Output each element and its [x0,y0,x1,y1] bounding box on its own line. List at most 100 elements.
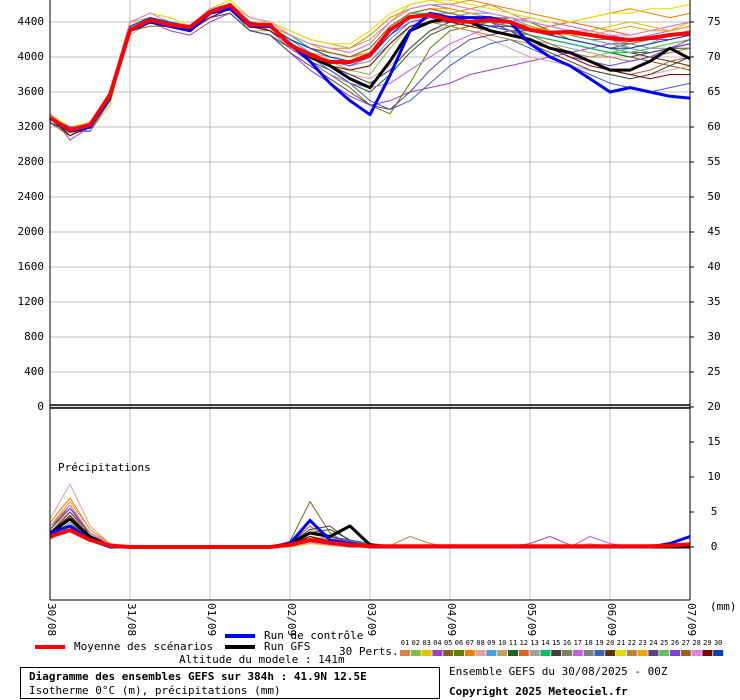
legend-label: 25 [660,639,668,647]
y-tick-label: 2400 [18,190,45,203]
series-line [49,0,691,128]
y2-tick-label: 5 [711,505,718,518]
y2-tick-label: 0 [711,540,718,553]
series-line [48,3,691,132]
legend-swatch [691,650,702,656]
legend-label: 26 [671,639,679,647]
footer-box [20,667,440,699]
legend-swatch [432,650,443,656]
legend-swatch [659,650,670,656]
legend-label: 06 [455,639,463,647]
series-line [49,528,691,549]
legend-swatch [616,650,626,656]
y2-tick-label: 70 [707,50,720,63]
x-tick-label: 06/09 [605,603,618,636]
legend-label: 18 [584,639,592,647]
run-info: Ensemble GEFS du 30/08/2025 - 00Z [449,665,668,678]
legend-swatch [551,650,562,656]
legend-label: 09 [487,639,495,647]
plot-area [48,0,691,549]
y-tick-label: 4400 [18,15,45,28]
legend-label: 27 [682,639,690,647]
y-tick-label: 400 [24,365,44,378]
y2-tick-label: 65 [707,85,720,98]
legend-swatch [637,650,648,656]
y2-tick-label: 15 [707,435,720,448]
footer-subtitle: Isotherme 0°C (m), précipitations (mm) [29,684,281,697]
x-tick-label: 03/09 [365,603,378,636]
y2-axis-label: (mm) [710,600,737,613]
y-tick-label: 1200 [18,295,45,308]
legend-label: 28 [692,639,700,647]
legend-label: Run de contrôle [264,629,363,642]
legend-swatch [497,650,508,656]
legend-label: Run GFS [264,640,310,653]
legend-label: Moyenne des scénarios [74,640,213,653]
annotation: Précipitations [58,461,151,474]
legend-swatch [605,650,616,656]
legend-label: 01 [401,639,409,647]
legend-swatch [540,650,551,656]
x-tick-label: 05/09 [525,603,538,636]
y2-tick-label: 60 [707,120,720,133]
legend-label: 02 [412,639,420,647]
x-tick-label: 07/09 [685,603,698,636]
legend-swatch [713,650,724,656]
legend-label: 30 [714,639,722,647]
legend-swatch [443,650,454,656]
legend-label: 05 [444,639,452,647]
y2-tick-label: 30 [707,330,720,343]
x-tick-label: 04/09 [445,603,458,636]
legend-label: 14 [541,639,549,647]
legend-swatch [594,650,605,656]
y2-tick-label: 25 [707,365,720,378]
legend-swatch [486,650,497,656]
y-tick-label: 0 [37,400,44,413]
legend-swatch [421,650,432,656]
legend-label: 13 [530,639,538,647]
y2-tick-label: 45 [707,225,720,238]
legend-label: 22 [628,639,636,647]
x-tick-label: 30/08 [45,603,58,636]
y2-tick-label: 20 [707,400,720,413]
legend-label: 03 [422,639,430,647]
legend-swatch [648,650,659,656]
x-tick-label: 01/09 [205,603,218,636]
perturbations-label: 30 Perts. [339,645,399,658]
y-tick-label: 2000 [18,225,45,238]
y2-tick-label: 10 [707,470,720,483]
y2-tick-label: 35 [707,295,720,308]
legend-swatch [562,650,572,656]
copyright: Copyright 2025 Meteociel.fr [449,685,628,698]
legend-label: 29 [703,639,711,647]
legend-swatch [583,650,594,656]
legend-label: 19 [595,639,603,647]
legend-label: 21 [617,639,625,647]
x-tick-label: 31/08 [125,603,138,636]
model-altitude: Altitude du modele : 141m [179,653,345,666]
series-line [49,4,691,132]
legend-label: 24 [649,639,657,647]
legend-swatch [464,650,475,656]
legend-swatch [400,650,410,656]
y2-tick-label: 50 [707,190,720,203]
legend-swatch [508,650,518,656]
legend-swatch [518,650,529,656]
y2-tick-label: 55 [707,155,720,168]
y-tick-label: 800 [24,330,44,343]
legend-label: 20 [606,639,614,647]
x-tick-label: 02/09 [285,603,298,636]
y-tick-label: 2800 [18,155,45,168]
legend-label: 16 [563,639,571,647]
legend: 01 02 03 04 05 06 07 08 09 10 11 12 13 14 15 16 17 18 19 20… [35,629,724,656]
y2-tick-label: 40 [707,260,720,273]
y-tick-label: 3200 [18,120,45,133]
legend-swatch [572,650,583,656]
legend-swatch [475,650,486,656]
legend-swatch [529,650,540,656]
legend-swatch [680,650,691,656]
legend-label: 10 [498,639,506,647]
legend-swatch [670,650,680,656]
y2-tick-label: 75 [707,15,720,28]
